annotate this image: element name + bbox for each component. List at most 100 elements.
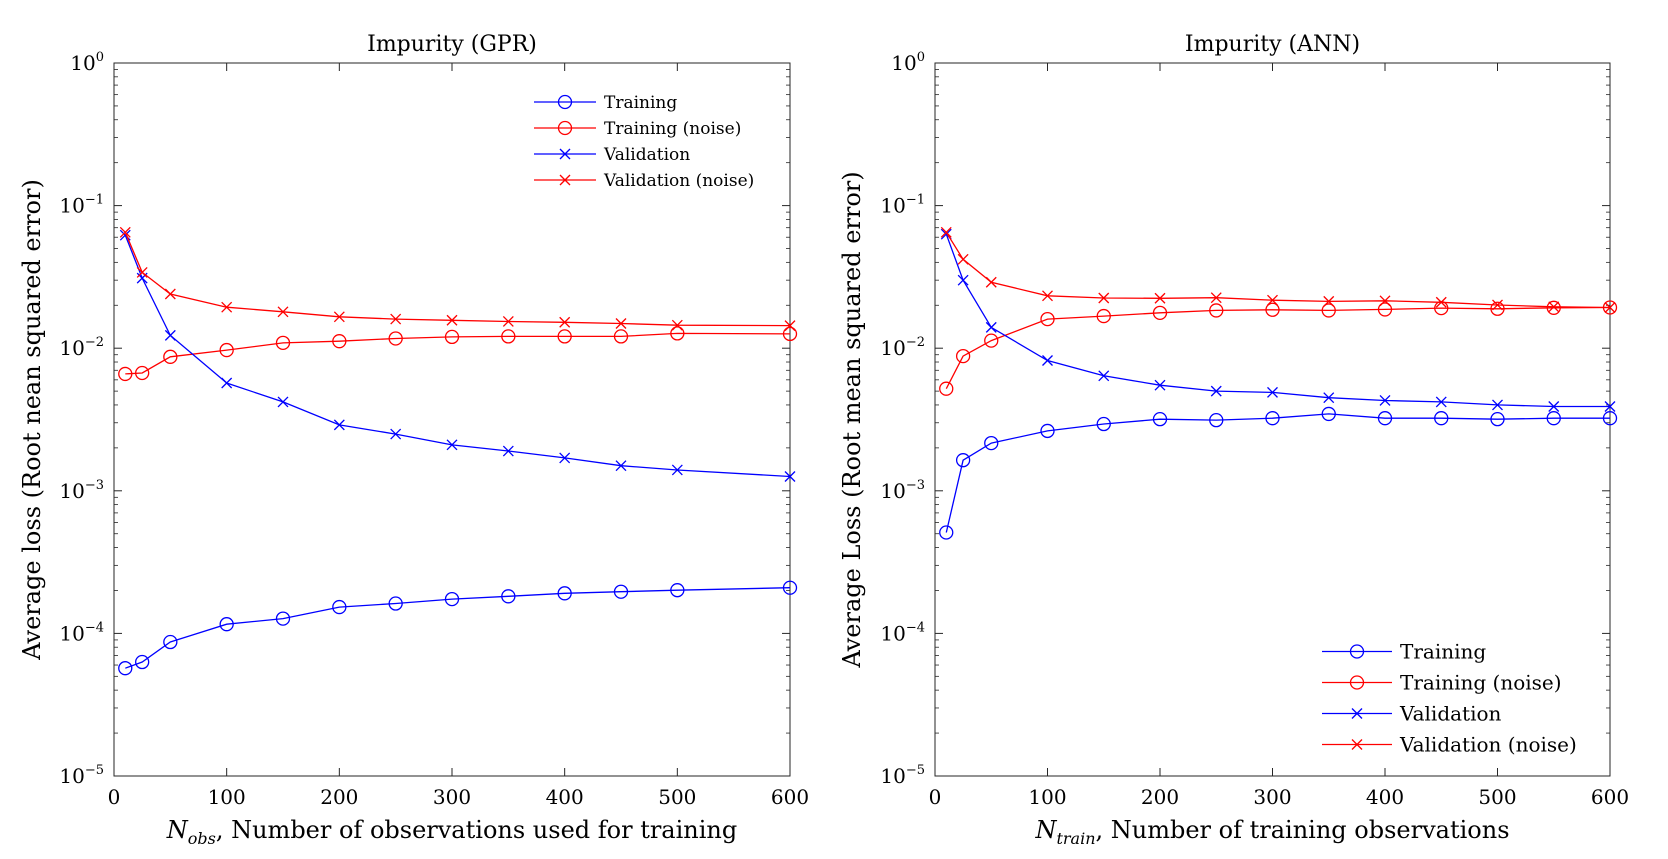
data-point (1152, 305, 1168, 320)
data-point (221, 377, 233, 389)
data-point (163, 349, 178, 364)
series-validation-noise (940, 226, 1616, 313)
data-point (1040, 311, 1055, 327)
chart-panel-1: 100 10−1 10−2 10−3 10−4 10−50 100 200 300 400 500 6… (18, 32, 809, 848)
legend-marker (559, 148, 571, 160)
x-tick-label: 200 (320, 785, 358, 809)
data-point (1435, 396, 1447, 408)
series-line (124, 232, 791, 327)
x-tick-label: 300 (1253, 785, 1291, 809)
x-tick-label: 200 (1141, 785, 1179, 809)
data-point (502, 445, 514, 457)
data-point (388, 331, 403, 346)
data-point (388, 596, 403, 611)
data-point (671, 319, 683, 331)
data-point (444, 329, 460, 345)
data-point (1209, 412, 1224, 428)
data-point (1210, 385, 1222, 397)
series-line (125, 587, 791, 669)
data-point (1434, 411, 1449, 426)
data-point (1379, 295, 1391, 307)
data-point (784, 471, 796, 482)
legend-marker (559, 174, 571, 186)
x-tick-label: 0 (108, 785, 121, 809)
data-point (275, 611, 291, 626)
data-point (118, 661, 133, 676)
legend-label: Validation (603, 145, 690, 165)
legend-marker (1349, 644, 1365, 659)
legend-marker (1351, 739, 1363, 750)
data-point (1154, 379, 1166, 391)
data-point (446, 439, 458, 451)
data-point (502, 315, 514, 327)
chart-title: Impurity (GPR) (367, 32, 537, 57)
data-point (559, 316, 571, 328)
data-point (501, 589, 516, 604)
data-point (955, 348, 971, 364)
data-point (1096, 308, 1111, 324)
legend-label: Training (noise) (604, 119, 741, 139)
data-point (1098, 370, 1110, 382)
legend-label: Validation (noise) (603, 171, 754, 191)
data-point (1548, 301, 1560, 313)
data-point (615, 460, 627, 472)
data-point (1321, 406, 1336, 422)
data-point (119, 226, 131, 238)
data-point (277, 396, 289, 408)
data-point (1604, 401, 1616, 412)
data-point (1492, 399, 1503, 411)
data-point (1265, 411, 1280, 426)
x-axis-label: Ntrain, Number of training observations (1034, 816, 1509, 848)
x-tick-label: 500 (658, 785, 696, 809)
data-point (1602, 411, 1618, 426)
y-tick-label: 10−3 (59, 478, 104, 503)
y-tick-label: 10−2 (59, 335, 104, 360)
x-axis-label: Nobs, Number of observations used for tr… (166, 816, 738, 848)
legend-label: Training (noise) (1400, 671, 1562, 695)
data-point (118, 366, 133, 382)
data-point (1490, 412, 1505, 427)
data-point (985, 276, 997, 288)
data-point (784, 320, 796, 332)
data-point (613, 584, 629, 599)
series-training-noise (118, 326, 798, 382)
x-tick-label: 600 (771, 785, 809, 809)
data-point (333, 419, 345, 431)
data-point (163, 634, 178, 650)
y-tick-label: 10−1 (59, 193, 104, 218)
data-point (1435, 296, 1447, 308)
chart-title: Impurity (ANN) (1185, 32, 1360, 57)
data-point (670, 583, 685, 598)
series-validation (940, 228, 1616, 412)
x-tick-label: 300 (433, 785, 471, 809)
y-tick-label: 10−4 (880, 620, 925, 645)
y-axis-label: Average loss (Root nean squared error) (18, 179, 46, 661)
data-point (275, 335, 291, 351)
data-point (1096, 416, 1111, 432)
data-point (501, 329, 516, 344)
legend: Training Training (noise) Validation Valida… (1316, 630, 1601, 766)
data-point (782, 580, 798, 595)
y-tick-label: 10−3 (880, 478, 925, 503)
data-point (332, 599, 347, 615)
data-point (1321, 303, 1336, 318)
data-point (277, 306, 289, 318)
series-training (118, 580, 798, 676)
y-axis-label: Average Loss (Root mean squared error) (838, 171, 866, 668)
x-tick-label: 100 (1028, 785, 1066, 809)
y-tick-label: 100 (70, 50, 104, 75)
data-point (939, 525, 954, 540)
series-validation (119, 229, 796, 482)
data-point (1548, 401, 1560, 412)
legend: Training Training (noise) Validation Valida… (528, 83, 778, 199)
data-point (1267, 294, 1278, 306)
data-point (135, 654, 150, 670)
data-point (670, 326, 685, 341)
legend-marker (557, 94, 573, 110)
data-point (1323, 392, 1335, 404)
data-point (1040, 423, 1055, 439)
data-point (985, 321, 997, 333)
legend-item: Training (noise) (534, 119, 741, 139)
data-point (1546, 300, 1561, 315)
